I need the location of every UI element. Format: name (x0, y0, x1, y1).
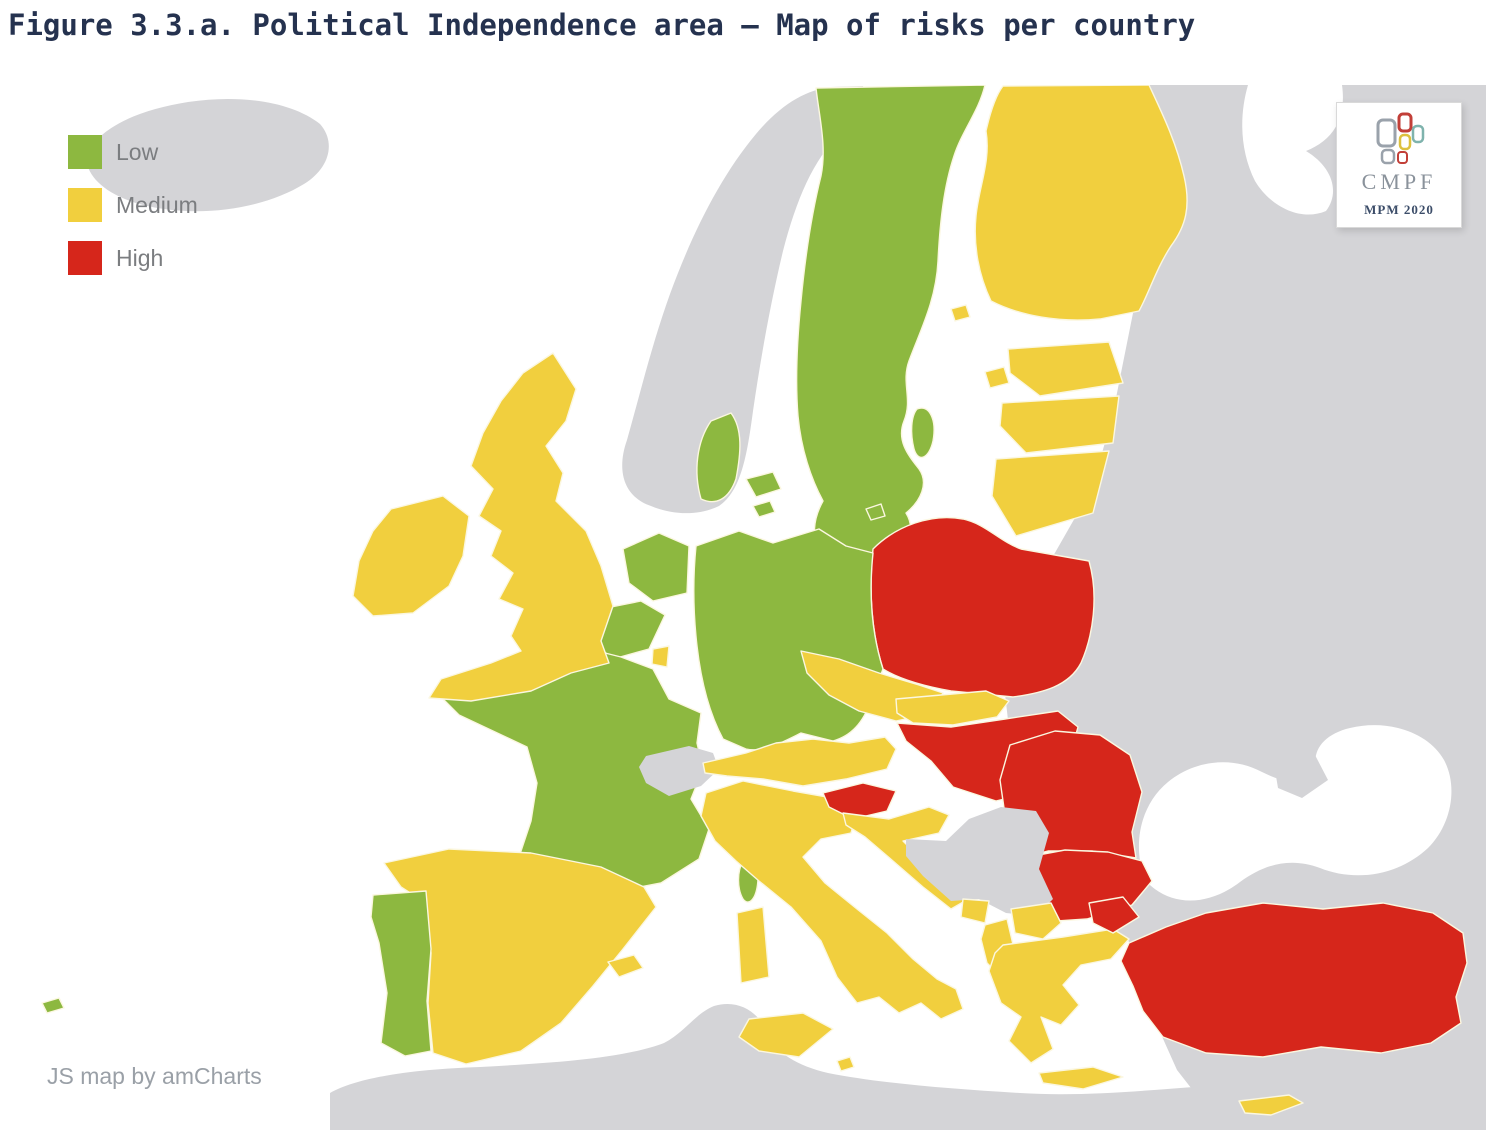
legend-item-medium: Medium (68, 188, 198, 222)
cmpf-logo: CMPF MPM 2020 (1336, 102, 1462, 228)
country-finland[interactable] (974, 85, 1188, 321)
white-sea (1242, 85, 1343, 215)
cmpf-logo-icon (1376, 112, 1425, 165)
balearic-islands[interactable] (607, 954, 644, 978)
country-norway (622, 86, 865, 514)
sardinia-island[interactable] (736, 906, 770, 984)
legend-item-high: High (68, 241, 198, 275)
country-africa-middle-east (330, 1004, 1486, 1130)
country-cyprus[interactable] (1238, 1094, 1304, 1116)
country-united-kingdom[interactable] (428, 352, 614, 702)
saaremaa-island[interactable] (984, 366, 1010, 389)
country-slovenia[interactable] (822, 782, 897, 820)
country-netherlands[interactable] (622, 532, 690, 602)
turkey-european-part[interactable] (1088, 896, 1140, 934)
black-sea (1138, 725, 1452, 901)
mpm-edition-label: MPM 2020 (1364, 202, 1434, 217)
legend-label-high: High (116, 244, 164, 271)
country-western-balkans (906, 807, 1053, 916)
country-lithuania[interactable] (991, 450, 1110, 537)
country-germany[interactable] (693, 528, 884, 751)
funen-island[interactable] (752, 500, 776, 518)
crete-island[interactable] (1038, 1066, 1124, 1090)
aland-islands[interactable] (950, 304, 971, 322)
country-slovakia[interactable] (895, 690, 1010, 726)
sicily-island[interactable] (738, 1012, 834, 1058)
legend-swatch-medium (68, 188, 102, 222)
legend-label-medium: Medium (116, 191, 198, 218)
crimea (1275, 755, 1328, 798)
country-latvia[interactable] (999, 395, 1120, 454)
country-greece[interactable] (988, 928, 1130, 1064)
legend-item-low: Low (68, 135, 198, 169)
madeira-island[interactable] (41, 997, 65, 1014)
zealand-island[interactable] (745, 471, 782, 498)
country-luxembourg[interactable] (651, 645, 670, 668)
gotland-island[interactable] (910, 407, 935, 459)
country-switzerland (639, 746, 719, 796)
country-turkey[interactable] (1120, 902, 1468, 1058)
bornholm-island[interactable] (865, 503, 886, 521)
figure-title: Figure 3.3.a. Political Independence are… (8, 8, 1196, 42)
legend-label-low: Low (116, 138, 159, 165)
country-malta[interactable] (836, 1056, 855, 1072)
country-ireland[interactable] (352, 495, 470, 617)
country-iceland (86, 98, 329, 212)
country-estonia[interactable] (1007, 341, 1124, 397)
country-portugal[interactable] (370, 890, 432, 1057)
europe-risk-map (0, 85, 1486, 1130)
cmpf-logo-text: CMPF (1361, 169, 1437, 194)
legend-swatch-high (68, 241, 102, 275)
legend: Low Medium High (68, 135, 198, 294)
country-denmark[interactable] (696, 412, 741, 503)
amcharts-attribution-link[interactable]: JS map by amCharts (47, 1063, 262, 1089)
country-montenegro[interactable] (960, 898, 990, 924)
country-north-macedonia[interactable] (1010, 902, 1062, 940)
legend-swatch-low (68, 135, 102, 169)
country-austria[interactable] (702, 736, 897, 787)
